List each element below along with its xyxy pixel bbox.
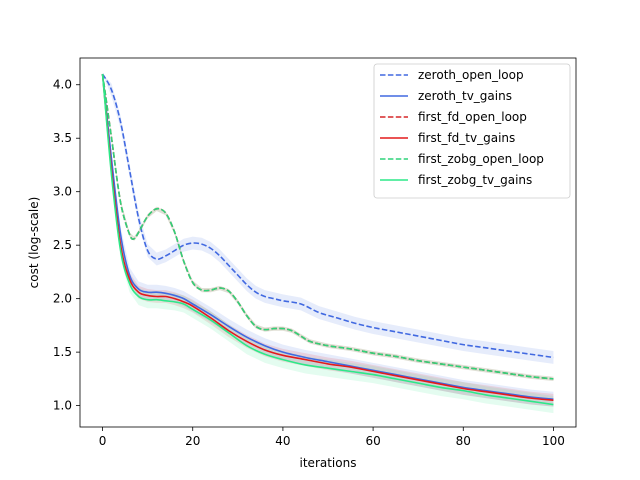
series-line-first_zobg_tv_gains bbox=[101, 73, 554, 406]
series-line-first_zobg_open_loop bbox=[101, 73, 554, 380]
series-line-zeroth_tv_gains bbox=[101, 73, 554, 400]
series-line-first_fd_tv_gains bbox=[101, 73, 554, 402]
legend: zeroth_open_loop zeroth_tv_gains first_fd_… bbox=[373, 63, 571, 199]
y-tick-label: 3.5 bbox=[53, 131, 72, 145]
legend-label: first_zobg_tv_gains bbox=[418, 173, 532, 187]
y-axis-ticks: 1.0 1.5 2.0 2.5 3.0 3.5 4.0 bbox=[53, 78, 80, 413]
y-tick-label: 2.0 bbox=[53, 292, 72, 306]
band-first_zobg_tv_gains bbox=[102, 74, 554, 414]
x-tick-label: 100 bbox=[542, 434, 565, 448]
y-tick-label: 2.5 bbox=[53, 238, 72, 252]
legend-label: first_fd_tv_gains bbox=[418, 131, 515, 145]
x-axis-ticks: 0 20 40 60 80 100 bbox=[99, 427, 565, 448]
x-axis-label: iterations bbox=[300, 456, 357, 470]
x-tick-label: 40 bbox=[275, 434, 290, 448]
series-line-zeroth_open_loop bbox=[101, 73, 554, 359]
y-tick-label: 3.0 bbox=[53, 185, 72, 199]
legend-label: zeroth_tv_gains bbox=[418, 89, 512, 103]
x-tick-label: 80 bbox=[456, 434, 471, 448]
y-tick-label: 1.5 bbox=[53, 345, 72, 359]
x-tick-label: 0 bbox=[99, 434, 107, 448]
y-tick-label: 1.0 bbox=[53, 399, 72, 413]
x-tick-label: 20 bbox=[185, 434, 200, 448]
legend-label: first_fd_open_loop bbox=[418, 110, 527, 124]
y-tick-label: 4.0 bbox=[53, 78, 72, 92]
series-lines bbox=[101, 73, 554, 406]
y-axis-label: cost (log-scale) bbox=[27, 197, 41, 289]
legend-label: first_zobg_open_loop bbox=[418, 152, 544, 166]
x-tick-label: 60 bbox=[365, 434, 380, 448]
plot-area-frame bbox=[79, 57, 577, 428]
legend-box bbox=[373, 63, 571, 199]
legend-label: zeroth_open_loop bbox=[418, 68, 524, 82]
